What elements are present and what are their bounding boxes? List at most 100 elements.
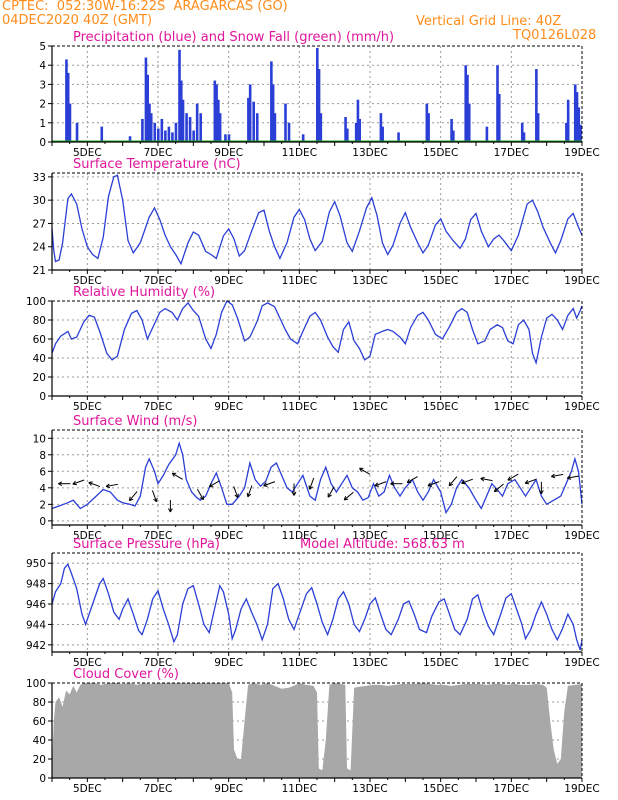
- header-date: 04DEC2020 40Z (GMT): [2, 13, 153, 28]
- x-tick-label: 19DEC: [564, 401, 599, 413]
- pressure-annotation: Model Altitude: 568.63 m: [300, 537, 465, 552]
- precip-bar: [247, 97, 250, 142]
- precip-bar: [68, 103, 72, 142]
- x-tick-label: 9DEC: [214, 147, 243, 159]
- wind-arrow: [58, 481, 71, 487]
- wind-arrow: [151, 490, 158, 503]
- cloud-area: [52, 683, 582, 778]
- precip-bar: [188, 117, 192, 142]
- precip-bar: [185, 113, 188, 142]
- x-tick-label: 7DEC: [144, 657, 173, 669]
- y-tick-label: 10: [33, 433, 46, 445]
- x-tick-label: 5DEC: [73, 275, 102, 287]
- x-tick-label: 11DEC: [282, 530, 317, 542]
- precip-bar: [164, 130, 167, 142]
- wind-arrow: [263, 481, 276, 487]
- y-tick-label: 100: [26, 296, 46, 308]
- x-tick-label: 13DEC: [352, 657, 387, 669]
- temp-title: Surface Temperature (nC): [73, 157, 241, 172]
- rh-title: Relative Humidity (%): [73, 285, 215, 300]
- pressure-line: [51, 562, 583, 651]
- wind-arrow: [343, 491, 354, 501]
- precip-bar: [146, 74, 149, 142]
- y-tick-label: 2: [39, 499, 46, 511]
- wind-arrow: [566, 475, 580, 480]
- precip-panel: Precipitation (blue) and Snow Fall (gree…: [39, 30, 599, 159]
- precip-bar: [565, 122, 568, 142]
- precip-bar: [252, 101, 255, 142]
- precip-bar: [248, 84, 252, 142]
- precip-bar: [450, 118, 453, 142]
- precip-bar: [381, 126, 384, 142]
- y-tick-label: 20: [33, 754, 46, 766]
- x-tick-label: 13DEC: [352, 530, 387, 542]
- precip-bar: [319, 113, 323, 142]
- wind-line: [51, 440, 583, 515]
- x-tick-label: 11DEC: [282, 401, 317, 413]
- precip-bar: [344, 117, 347, 142]
- precip-bar: [65, 59, 68, 142]
- x-tick-label: 11DEC: [282, 147, 317, 159]
- wind-arrow: [524, 478, 537, 485]
- wind-arrow: [507, 473, 519, 481]
- wind-arrow: [88, 481, 101, 488]
- y-tick-label: 20: [33, 372, 46, 384]
- precip-bar: [467, 103, 471, 142]
- y-tick-label: 6: [39, 466, 46, 478]
- precip-bar: [157, 128, 160, 142]
- x-tick-label: 17DEC: [494, 783, 529, 795]
- y-tick-label: 3: [39, 79, 46, 91]
- x-tick-label: 7DEC: [144, 530, 173, 542]
- y-tick-label: 8: [39, 450, 46, 462]
- y-tick-label: 0: [39, 137, 46, 149]
- x-tick-label: 7DEC: [144, 147, 173, 159]
- cloud-panel: Cloud Cover (%) 0 20 40 60 80 100 5DEC 7DEC 9DEC 1…: [26, 667, 600, 795]
- x-tick-label: 19DEC: [564, 530, 599, 542]
- precip-bar: [224, 134, 227, 142]
- precip-bar: [255, 113, 259, 142]
- wind-arrow: [493, 483, 504, 493]
- precip-bar: [271, 84, 275, 142]
- precip-bar: [520, 122, 524, 142]
- x-tick-label: 17DEC: [494, 401, 529, 413]
- x-tick-label: 5DEC: [73, 783, 102, 795]
- x-tick-label: 5DEC: [73, 530, 102, 542]
- precip-bar: [573, 84, 577, 142]
- y-tick-label: 80: [33, 697, 46, 709]
- x-tick-label: 5DEC: [73, 657, 102, 669]
- precip-bar: [536, 113, 540, 142]
- precip-bar: [577, 107, 581, 142]
- precip-bar: [287, 122, 291, 142]
- x-tick-label: 13DEC: [352, 275, 387, 287]
- precip-bar: [75, 122, 79, 142]
- x-tick-label: 19DEC: [564, 783, 599, 795]
- x-tick-label: 9DEC: [214, 530, 243, 542]
- precip-bar: [466, 74, 469, 142]
- y-tick-label: 0: [39, 391, 46, 403]
- y-tick-label: 33: [33, 172, 46, 184]
- precip-bar: [522, 132, 526, 142]
- wind-arrow: [308, 477, 315, 490]
- y-tick-label: 60: [33, 716, 46, 728]
- y-tick-label: 5: [39, 41, 46, 53]
- cloud-title: Cloud Cover (%): [73, 667, 179, 682]
- precip-bar: [425, 103, 429, 142]
- precip-bar: [144, 57, 148, 142]
- x-tick-label: 13DEC: [352, 783, 387, 795]
- y-tick-label: 30: [33, 195, 46, 207]
- wind-arrow: [196, 488, 204, 501]
- precip-bar: [227, 134, 231, 142]
- wind-arrow: [480, 476, 493, 482]
- wind-arrow: [539, 481, 544, 495]
- precip-bar: [358, 118, 361, 142]
- wind-arrow: [461, 478, 473, 485]
- x-tick-label: 19DEC: [564, 275, 599, 287]
- x-tick-label: 15DEC: [423, 657, 458, 669]
- y-tick-label: 0: [39, 516, 46, 528]
- wind-title: Surface Wind (m/s): [73, 414, 197, 429]
- y-tick-label: 950: [26, 558, 46, 570]
- wind-arrow: [390, 481, 403, 487]
- precip-bar: [496, 65, 499, 142]
- x-tick-label: 19DEC: [564, 147, 599, 159]
- wind-arrow: [427, 481, 440, 487]
